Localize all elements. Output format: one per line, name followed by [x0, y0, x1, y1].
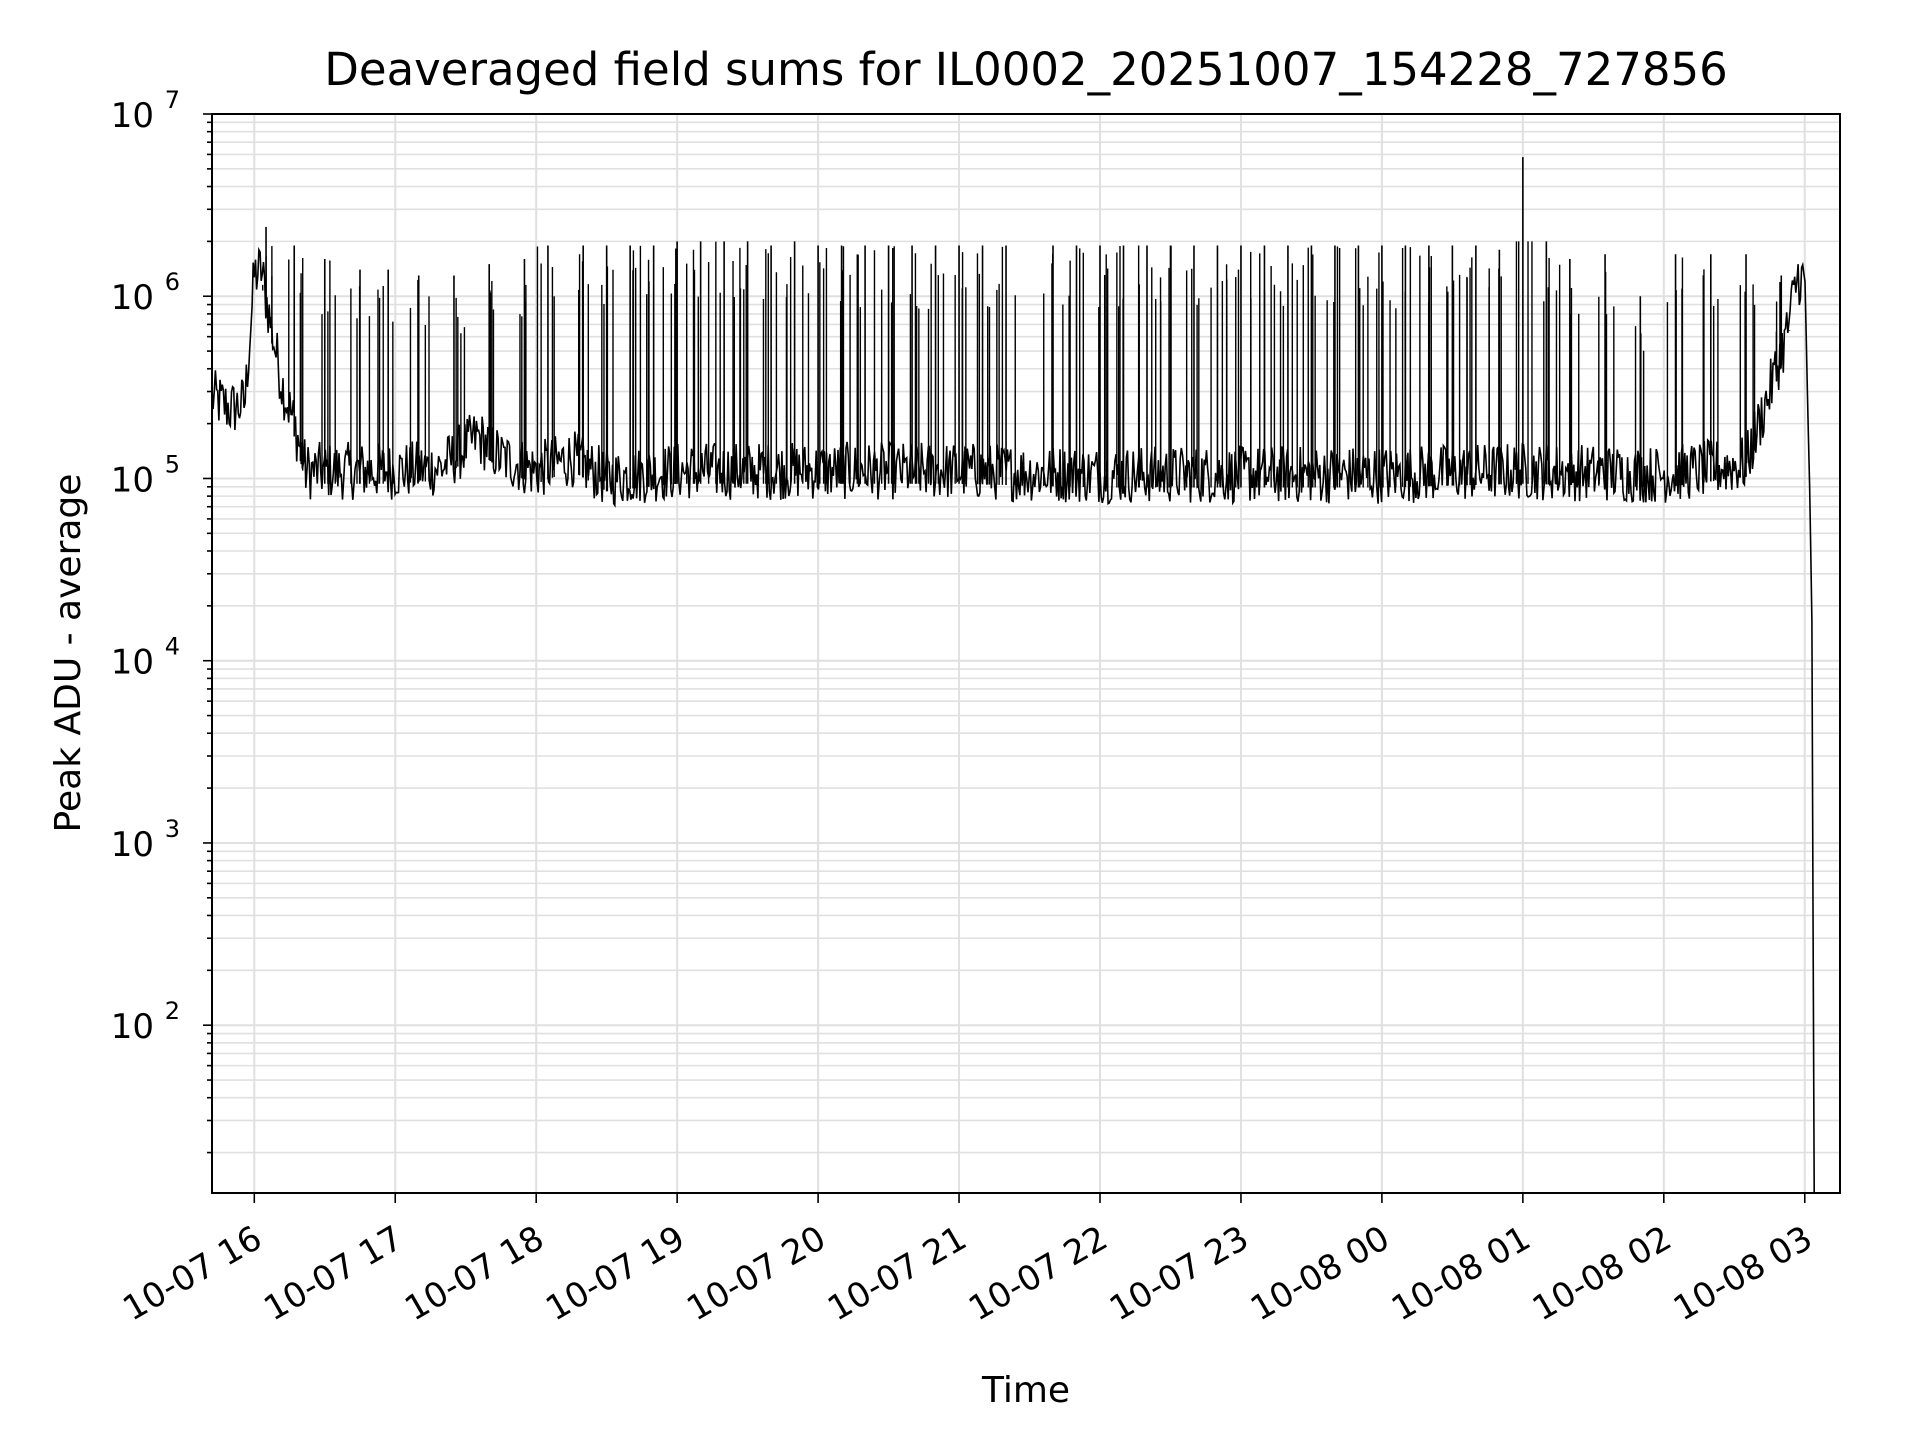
y-tick-label: 10	[111, 825, 154, 865]
y-tick-base: 10	[111, 96, 154, 136]
x-tick-label: 10-08 02	[1526, 1218, 1678, 1329]
x-tick-label: 10-07 23	[1103, 1218, 1255, 1329]
x-axis-label: Time	[981, 1370, 1070, 1411]
axes-frame	[211, 113, 1841, 1194]
x-tick-label: 10-07 22	[962, 1218, 1114, 1329]
y-tick-exponent: 6	[165, 268, 180, 296]
x-tick-label: 10-08 03	[1667, 1218, 1819, 1329]
x-tick-label: 10-07 17	[257, 1218, 409, 1329]
y-tick-base: 10	[111, 278, 154, 318]
y-tick-exponent: 7	[165, 86, 180, 114]
x-tick-label: 10-07 18	[398, 1218, 550, 1329]
x-tick-label: 10-07 16	[116, 1218, 268, 1329]
x-tick-label: 10-08 00	[1244, 1218, 1396, 1329]
y-tick-label: 10	[111, 1007, 154, 1047]
chart-title: Deaveraged field sums for IL0002_2025100…	[324, 43, 1728, 96]
y-tick-label: 10	[111, 643, 154, 683]
x-tick-label: 10-07 21	[821, 1218, 973, 1329]
y-axis-label: Peak ADU - average	[48, 474, 89, 833]
y-tick-base: 10	[111, 1007, 154, 1047]
x-tick-label: 10-07 19	[539, 1218, 691, 1329]
y-tick-label: 10	[111, 96, 154, 136]
plot-area	[211, 157, 1815, 1194]
x-tick-label: 10-08 01	[1385, 1218, 1537, 1329]
y-tick-exponent: 5	[165, 450, 180, 478]
y-tick-label: 10	[111, 278, 154, 318]
y-tick-exponent: 3	[165, 815, 180, 843]
y-tick-label: 10	[111, 460, 154, 500]
grid	[212, 113, 1840, 1193]
y-tick-base: 10	[111, 460, 154, 500]
y-tick-exponent: 2	[165, 997, 180, 1025]
y-tick-exponent: 4	[165, 633, 180, 661]
x-tick-label: 10-07 20	[680, 1218, 832, 1329]
y-tick-base: 10	[111, 825, 154, 865]
y-tick-base: 10	[111, 643, 154, 683]
